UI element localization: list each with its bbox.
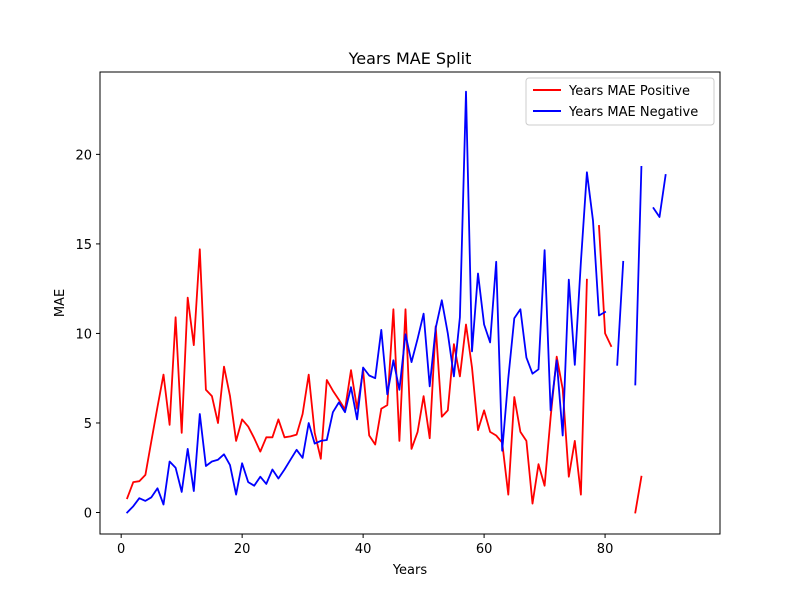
y-tick-label: 15: [75, 238, 92, 253]
x-tick-label: 20: [234, 542, 251, 557]
series-line-negative: [125, 90, 667, 514]
y-tick-label: 20: [75, 148, 92, 163]
x-tick-label: 60: [476, 542, 493, 557]
x-tick-label: 80: [597, 542, 614, 557]
legend-box: [525, 77, 715, 126]
series-layer: [125, 90, 667, 514]
legend-label-negative: Years MAE Negative: [568, 105, 698, 120]
x-axis-title: Years: [392, 563, 428, 578]
axes-frame: [99, 71, 721, 535]
x-axis-ticks: 0 20 40 60 80: [117, 534, 613, 557]
y-tick-label: 10: [75, 327, 92, 342]
y-axis-title: MAE: [53, 289, 68, 317]
y-axis-ticks: 0 5 10 15 20: [75, 148, 100, 522]
legend: Years MAE Positive Years MAE Negative: [525, 77, 715, 126]
series-line-positive: [126, 225, 643, 514]
y-tick-label: 0: [84, 507, 92, 522]
x-tick-label: 0: [117, 542, 125, 557]
x-tick-label: 40: [355, 542, 372, 557]
y-tick-label: 5: [84, 417, 92, 432]
legend-label-positive: Years MAE Positive: [568, 84, 690, 99]
chart-title: Years MAE Split: [348, 49, 472, 68]
